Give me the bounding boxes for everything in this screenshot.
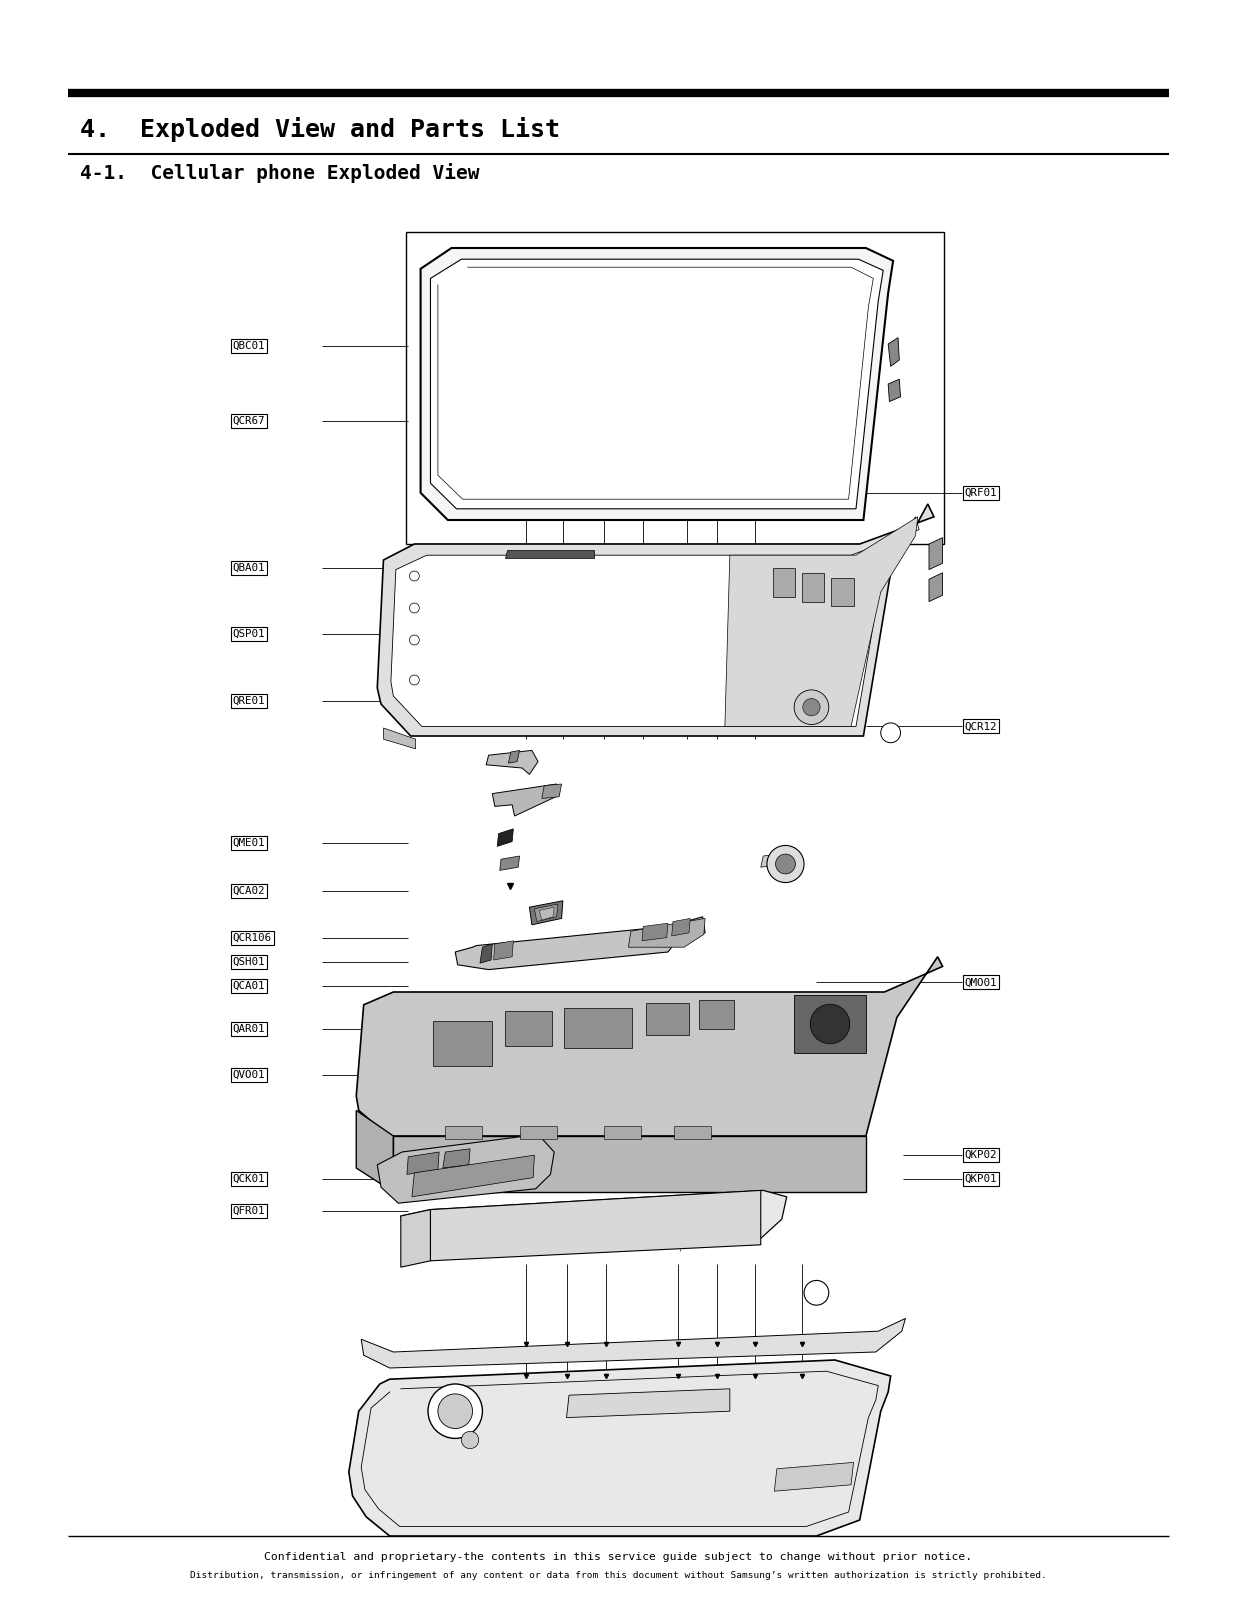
Polygon shape — [761, 854, 777, 867]
Polygon shape — [567, 1389, 730, 1418]
Polygon shape — [774, 1462, 854, 1491]
Polygon shape — [831, 578, 854, 606]
Polygon shape — [725, 517, 918, 726]
Polygon shape — [455, 917, 705, 970]
Polygon shape — [773, 568, 795, 597]
Text: QCR67: QCR67 — [233, 416, 265, 426]
Text: QAR01: QAR01 — [233, 1024, 265, 1034]
Polygon shape — [401, 1210, 430, 1267]
Circle shape — [409, 571, 419, 581]
Polygon shape — [407, 1152, 439, 1174]
Text: QCA02: QCA02 — [233, 886, 265, 896]
Polygon shape — [497, 829, 513, 846]
Polygon shape — [794, 995, 866, 1053]
Circle shape — [776, 854, 795, 874]
Text: 4.  Exploded View and Parts List: 4. Exploded View and Parts List — [80, 117, 560, 142]
Bar — [406, 232, 944, 544]
Polygon shape — [672, 918, 690, 936]
Polygon shape — [888, 379, 901, 402]
Polygon shape — [492, 784, 559, 816]
Text: Distribution, transmission, or infringement of any content or data from this doc: Distribution, transmission, or infringem… — [190, 1571, 1047, 1581]
Text: QCR12: QCR12 — [965, 722, 997, 731]
Polygon shape — [628, 918, 705, 947]
Polygon shape — [480, 944, 492, 963]
Polygon shape — [505, 550, 594, 558]
Text: QKP02: QKP02 — [965, 1150, 997, 1160]
Text: 4-1: 4-1 — [606, 1520, 631, 1533]
Polygon shape — [486, 750, 538, 774]
Polygon shape — [699, 1000, 734, 1029]
Polygon shape — [929, 538, 943, 570]
Circle shape — [794, 690, 829, 725]
Polygon shape — [642, 923, 668, 941]
Polygon shape — [412, 1155, 534, 1197]
Polygon shape — [674, 1126, 711, 1139]
Polygon shape — [646, 1003, 689, 1035]
Polygon shape — [443, 1149, 470, 1168]
Polygon shape — [929, 573, 943, 602]
Polygon shape — [508, 750, 520, 763]
Circle shape — [804, 1280, 829, 1306]
Text: QCA01: QCA01 — [233, 981, 265, 990]
Polygon shape — [349, 1360, 891, 1536]
Text: QBA01: QBA01 — [233, 563, 265, 573]
Polygon shape — [542, 784, 562, 798]
Circle shape — [409, 635, 419, 645]
Text: 4-1.  Cellular phone Exploded View: 4-1. Cellular phone Exploded View — [80, 163, 480, 184]
Text: Confidential and proprietary-the contents in this service guide subject to chang: Confidential and proprietary-the content… — [265, 1552, 972, 1562]
Polygon shape — [393, 1136, 866, 1192]
Text: QME01: QME01 — [233, 838, 265, 848]
Text: QCR106: QCR106 — [233, 933, 272, 942]
Polygon shape — [430, 1190, 761, 1261]
Text: QKP01: QKP01 — [965, 1174, 997, 1184]
Circle shape — [767, 845, 804, 883]
Text: QFR01: QFR01 — [233, 1206, 265, 1216]
Text: QVO01: QVO01 — [233, 1070, 265, 1080]
Text: QSP01: QSP01 — [233, 629, 265, 638]
Circle shape — [409, 675, 419, 685]
Text: QSH01: QSH01 — [233, 957, 265, 966]
Circle shape — [810, 1005, 850, 1043]
Polygon shape — [421, 248, 893, 520]
Polygon shape — [383, 728, 416, 749]
Text: QRE01: QRE01 — [233, 696, 265, 706]
Circle shape — [409, 603, 419, 613]
Polygon shape — [445, 1126, 482, 1139]
Circle shape — [428, 1384, 482, 1438]
Polygon shape — [361, 1318, 905, 1368]
Polygon shape — [802, 573, 824, 602]
Text: QBC01: QBC01 — [233, 341, 265, 350]
Text: QRF01: QRF01 — [965, 488, 997, 498]
Polygon shape — [433, 1021, 492, 1066]
Polygon shape — [500, 856, 520, 870]
Circle shape — [461, 1432, 479, 1448]
Polygon shape — [888, 338, 899, 366]
Polygon shape — [430, 259, 883, 509]
Text: QMO01: QMO01 — [965, 978, 997, 987]
Polygon shape — [520, 1126, 557, 1139]
Circle shape — [881, 723, 901, 742]
Circle shape — [438, 1394, 473, 1429]
Polygon shape — [356, 957, 943, 1136]
Polygon shape — [494, 941, 513, 960]
Polygon shape — [534, 904, 558, 922]
Polygon shape — [604, 1126, 641, 1139]
Polygon shape — [401, 1190, 787, 1254]
Polygon shape — [529, 901, 563, 925]
Circle shape — [803, 699, 820, 715]
Polygon shape — [505, 1011, 552, 1046]
Polygon shape — [391, 517, 919, 726]
Polygon shape — [377, 1134, 554, 1203]
Polygon shape — [356, 1110, 393, 1192]
Text: QCK01: QCK01 — [233, 1174, 265, 1184]
Polygon shape — [564, 1008, 632, 1048]
Polygon shape — [377, 504, 934, 736]
Polygon shape — [539, 907, 554, 920]
